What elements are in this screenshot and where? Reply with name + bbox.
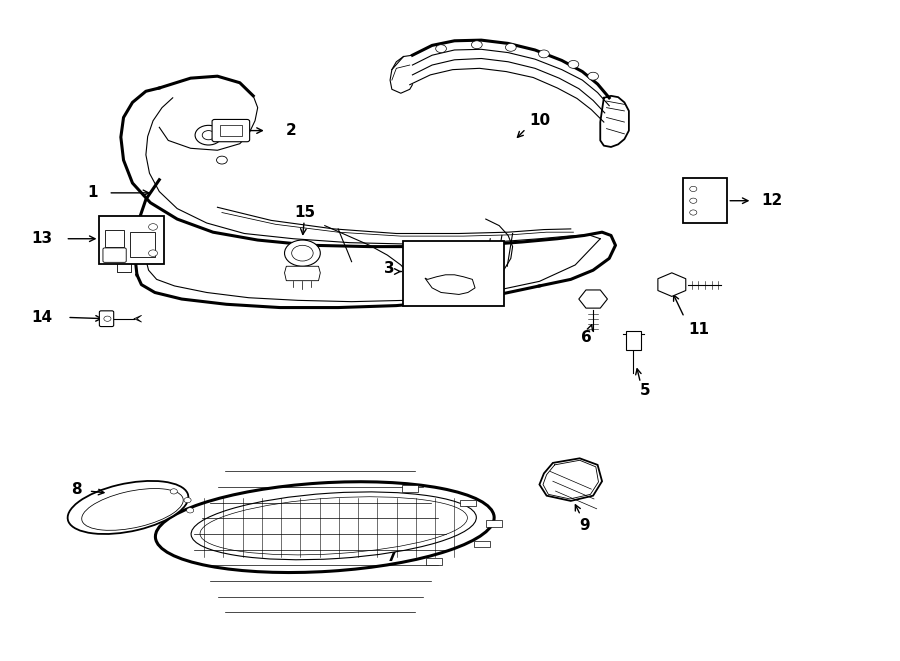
Ellipse shape <box>200 497 467 555</box>
Circle shape <box>689 186 697 192</box>
FancyBboxPatch shape <box>99 311 113 327</box>
Ellipse shape <box>68 481 188 534</box>
Text: 8: 8 <box>71 482 81 496</box>
Text: 12: 12 <box>761 193 782 208</box>
Ellipse shape <box>191 492 476 560</box>
Text: 13: 13 <box>31 231 52 247</box>
Circle shape <box>202 131 215 139</box>
FancyBboxPatch shape <box>220 126 241 136</box>
Circle shape <box>689 198 697 204</box>
FancyBboxPatch shape <box>473 541 490 547</box>
Text: 4: 4 <box>440 243 451 258</box>
FancyBboxPatch shape <box>401 485 418 492</box>
Circle shape <box>436 45 446 53</box>
Text: 14: 14 <box>31 310 52 325</box>
Circle shape <box>506 44 517 52</box>
Text: 7: 7 <box>386 549 397 564</box>
FancyBboxPatch shape <box>130 232 155 257</box>
Circle shape <box>217 156 228 164</box>
Circle shape <box>538 50 549 58</box>
Circle shape <box>184 498 191 503</box>
Ellipse shape <box>82 488 184 530</box>
Circle shape <box>588 72 598 80</box>
FancyBboxPatch shape <box>403 241 504 305</box>
FancyBboxPatch shape <box>103 248 126 262</box>
Circle shape <box>186 508 194 513</box>
FancyBboxPatch shape <box>212 120 249 141</box>
Circle shape <box>148 223 157 230</box>
Text: 1: 1 <box>87 185 97 200</box>
Circle shape <box>104 316 111 321</box>
Circle shape <box>148 250 157 256</box>
Circle shape <box>689 210 697 215</box>
Circle shape <box>170 488 177 494</box>
FancyBboxPatch shape <box>486 520 502 527</box>
Text: 3: 3 <box>384 260 394 276</box>
Text: 5: 5 <box>640 383 651 399</box>
Text: 2: 2 <box>285 123 296 138</box>
FancyBboxPatch shape <box>104 229 124 247</box>
Text: 11: 11 <box>688 322 709 336</box>
Text: 10: 10 <box>529 113 550 128</box>
Circle shape <box>284 240 320 266</box>
Ellipse shape <box>156 482 494 572</box>
Circle shape <box>568 60 579 68</box>
FancyBboxPatch shape <box>682 178 727 223</box>
Circle shape <box>195 126 222 145</box>
Text: 6: 6 <box>580 330 591 344</box>
Text: 15: 15 <box>294 205 316 220</box>
FancyBboxPatch shape <box>99 216 164 264</box>
Text: 9: 9 <box>579 518 590 533</box>
Circle shape <box>292 245 313 261</box>
Circle shape <box>472 41 482 49</box>
Polygon shape <box>626 330 641 350</box>
FancyBboxPatch shape <box>460 500 476 506</box>
FancyBboxPatch shape <box>426 558 442 564</box>
Polygon shape <box>539 458 602 501</box>
Polygon shape <box>425 275 475 294</box>
Polygon shape <box>284 266 320 281</box>
